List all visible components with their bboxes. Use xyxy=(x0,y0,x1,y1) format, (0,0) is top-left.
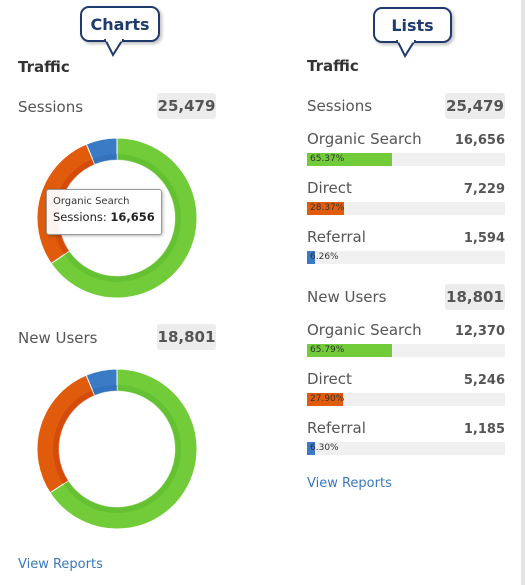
charts-panel-title: Traffic xyxy=(18,58,70,76)
tooltip-line: Sessions: 16,656 xyxy=(53,210,155,224)
row-bar-fill xyxy=(307,153,392,166)
new-users-donut-chart[interactable] xyxy=(33,365,201,533)
charts-sessions-total: 25,479 xyxy=(157,93,216,119)
tooltip-label: Sessions: xyxy=(53,210,107,224)
donut-slice-direct[interactable] xyxy=(36,374,96,494)
donut-slice-shade xyxy=(53,389,95,484)
lists-new-users-total: 18,801 xyxy=(445,284,505,310)
scrollbar-edge xyxy=(521,0,525,585)
row-label: Referral xyxy=(307,228,366,246)
row-bar-track: 6.26% xyxy=(307,251,505,264)
row-value: 1,594 xyxy=(463,231,505,246)
lists-sessions-label: Sessions xyxy=(307,97,373,115)
row-bar-percent: 65.37% xyxy=(310,154,345,164)
charts-callout: Charts xyxy=(80,6,160,42)
donut-slice-shade xyxy=(52,158,95,255)
row-value: 1,185 xyxy=(463,422,505,437)
lists-view-reports-link[interactable]: View Reports xyxy=(307,476,392,491)
lists-callout: Lists xyxy=(373,7,452,43)
row-bar-fill xyxy=(307,251,316,264)
row-bar-track: 27.90% xyxy=(307,393,505,406)
row-bar-percent: 27.90% xyxy=(310,394,345,404)
donut-slice-shade xyxy=(92,385,117,396)
tooltip-title: Organic Search xyxy=(53,196,130,207)
row-bar-track: 28.37% xyxy=(307,202,505,215)
row-label: Direct xyxy=(307,370,352,388)
charts-new-users-label: New Users xyxy=(18,329,98,347)
lists-callout-label: Lists xyxy=(391,15,434,35)
row-label: Organic Search xyxy=(307,130,422,148)
tooltip-value: 16,656 xyxy=(110,210,155,224)
row-bar-track: 65.37% xyxy=(307,153,505,166)
row-bar-track: 65.79% xyxy=(307,344,505,357)
charts-view-reports-link[interactable]: View Reports xyxy=(18,557,103,572)
charts-callout-label: Charts xyxy=(90,14,150,34)
sessions-chart-tooltip: Organic Search Sessions: 16,656 xyxy=(46,189,162,235)
lists-callout-tail xyxy=(395,40,417,58)
charts-callout-tail xyxy=(103,39,125,57)
row-label: Organic Search xyxy=(307,321,422,339)
row-bar-fill xyxy=(307,344,393,357)
lists-new-users-label: New Users xyxy=(307,288,387,306)
row-bar-percent: 6.30% xyxy=(310,443,339,453)
row-label: Referral xyxy=(307,419,366,437)
row-value: 5,246 xyxy=(463,373,505,388)
row-bar-fill xyxy=(307,202,344,215)
row-bar-track: 6.30% xyxy=(307,442,505,455)
donut-slice-shade xyxy=(92,154,117,165)
row-value: 16,656 xyxy=(454,133,505,148)
row-bar-percent: 28.37% xyxy=(310,203,345,213)
row-value: 12,370 xyxy=(454,324,505,339)
charts-new-users-total: 18,801 xyxy=(157,324,216,350)
lists-sessions-total: 25,479 xyxy=(445,93,505,119)
lists-panel-title: Traffic xyxy=(307,57,359,75)
row-bar-fill xyxy=(307,393,344,406)
row-bar-percent: 65.79% xyxy=(310,345,345,355)
row-bar-fill xyxy=(307,442,316,455)
row-value: 7,229 xyxy=(463,182,505,197)
row-label: Direct xyxy=(307,179,352,197)
row-bar-percent: 6.26% xyxy=(310,252,339,262)
charts-sessions-label: Sessions xyxy=(18,98,84,116)
